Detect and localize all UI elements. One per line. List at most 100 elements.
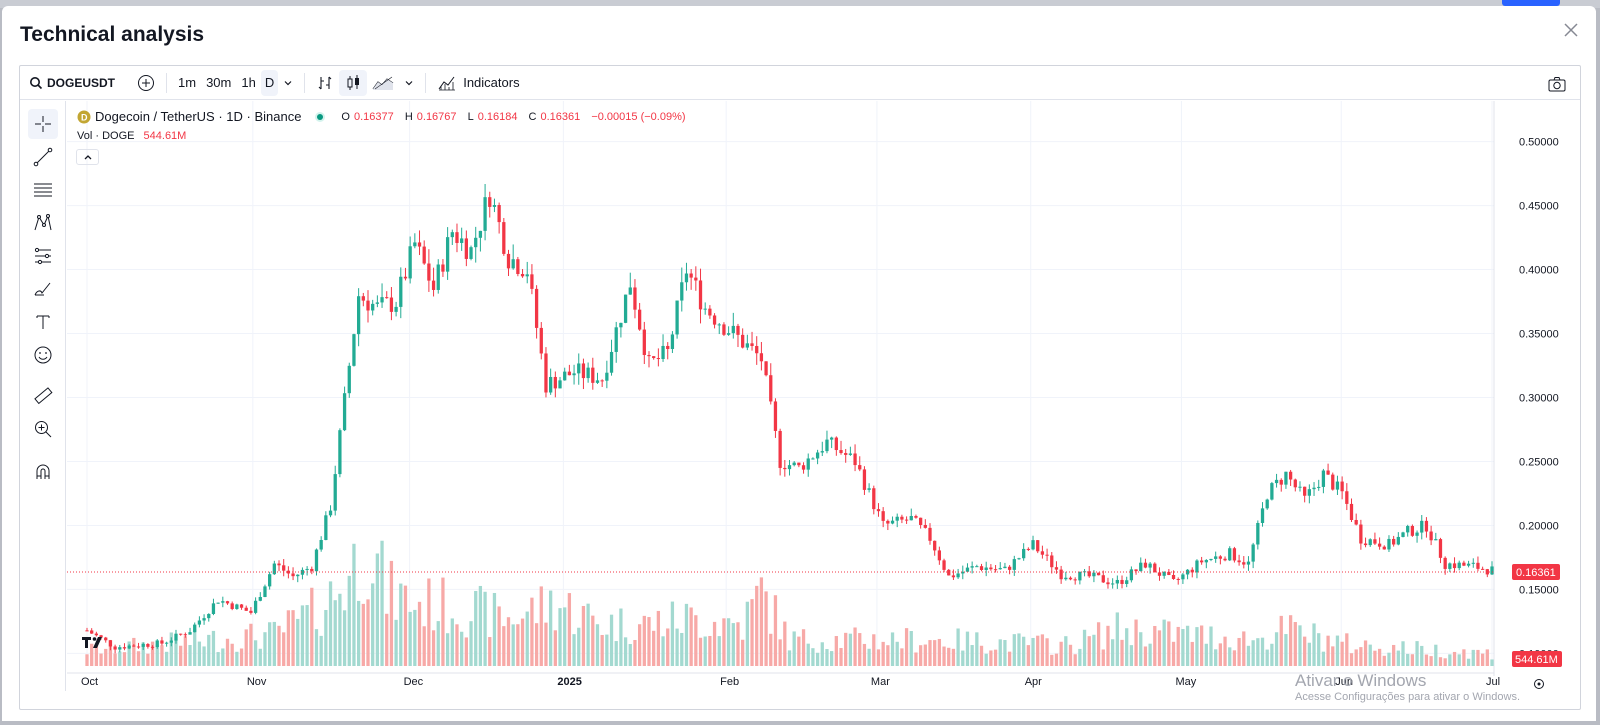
volume-bar bbox=[221, 648, 225, 666]
volume-bar bbox=[577, 627, 581, 666]
volume-bar bbox=[923, 644, 927, 666]
volume-bar bbox=[1452, 651, 1457, 666]
candle-body bbox=[427, 263, 431, 281]
candle-body bbox=[951, 575, 956, 578]
volume-bar bbox=[118, 651, 122, 666]
candle-body bbox=[441, 264, 445, 272]
volume-bar bbox=[1434, 644, 1438, 666]
candle-body bbox=[970, 566, 974, 568]
open-value: 0.16377 bbox=[353, 110, 394, 123]
volume-bar bbox=[965, 631, 970, 666]
candles-chart-type-icon[interactable] bbox=[339, 69, 368, 96]
candle-body bbox=[492, 205, 497, 207]
candle-body bbox=[1167, 571, 1171, 575]
candle-body bbox=[202, 618, 206, 621]
volume-bar bbox=[586, 603, 590, 666]
close-label: C bbox=[528, 110, 537, 123]
area-chart-type-icon[interactable] bbox=[367, 70, 399, 96]
volume-bar bbox=[1214, 649, 1218, 666]
volume-bar bbox=[947, 647, 951, 666]
candle-body bbox=[806, 458, 810, 470]
candle-body bbox=[1382, 546, 1386, 550]
volume-bar bbox=[591, 615, 595, 666]
magnet-icon[interactable] bbox=[28, 457, 58, 487]
interval-1h[interactable]: 1h bbox=[241, 75, 256, 90]
price-chart[interactable]: 0.50000 0.45000 0.40000 0.35000 0.30000 0.250… bbox=[67, 101, 1580, 691]
candle-body bbox=[722, 324, 726, 335]
volume-bar bbox=[839, 647, 843, 666]
candle-body bbox=[319, 540, 323, 550]
indicators-button[interactable]: Indicators bbox=[432, 70, 524, 96]
volume-bar bbox=[600, 634, 604, 666]
candle-body bbox=[947, 569, 951, 576]
interval-dropdown-chevron-icon[interactable] bbox=[278, 70, 298, 96]
volume-bar bbox=[904, 628, 909, 666]
x-axis-tick-label: Mar bbox=[871, 676, 890, 688]
volume-bar bbox=[380, 540, 384, 666]
volume-bar bbox=[563, 607, 567, 666]
volume-bar bbox=[1190, 641, 1194, 666]
candle-body bbox=[258, 596, 262, 601]
candle-body bbox=[356, 296, 361, 335]
volume-bar bbox=[1242, 631, 1246, 666]
candle-body bbox=[844, 453, 848, 455]
volume-bar bbox=[989, 650, 993, 666]
bar-replay-icon[interactable] bbox=[311, 70, 339, 96]
candle-body bbox=[1181, 574, 1185, 580]
volume-bar bbox=[1415, 641, 1419, 666]
volume-bar bbox=[773, 595, 778, 666]
screenshot-camera-icon[interactable] bbox=[1542, 71, 1572, 97]
candle-body bbox=[572, 373, 576, 376]
ruler-icon[interactable] bbox=[28, 381, 58, 411]
volume-bar bbox=[759, 577, 764, 666]
volume-bar bbox=[169, 632, 173, 666]
candle-body bbox=[1050, 555, 1054, 568]
candle-body bbox=[670, 334, 675, 349]
chart-type-dropdown-chevron-icon[interactable] bbox=[399, 70, 419, 96]
projection-icon[interactable] bbox=[28, 241, 58, 271]
candle-body bbox=[577, 363, 581, 374]
volume-bar bbox=[1054, 653, 1059, 666]
volume-bar bbox=[680, 632, 684, 666]
volume-bar bbox=[90, 643, 94, 666]
axis-settings-icon[interactable] bbox=[1534, 679, 1544, 689]
close-icon[interactable] bbox=[1560, 20, 1582, 42]
crosshair-icon[interactable] bbox=[28, 109, 58, 139]
interval-d[interactable]: D bbox=[260, 69, 279, 96]
candle-body bbox=[797, 462, 801, 466]
chart-pane[interactable]: 0.50000 0.45000 0.40000 0.35000 0.30000 0.250… bbox=[67, 101, 1580, 691]
volume-bar bbox=[1490, 659, 1494, 666]
pattern-icon[interactable] bbox=[28, 208, 58, 238]
volume-bar bbox=[474, 590, 478, 666]
zoom-in-icon[interactable] bbox=[28, 414, 58, 444]
candle-body bbox=[680, 282, 684, 301]
tradingview-logo[interactable] bbox=[81, 633, 109, 658]
collapse-legend-button[interactable] bbox=[76, 149, 99, 165]
candle-body bbox=[900, 516, 904, 520]
candle-body bbox=[839, 450, 843, 454]
candle-body bbox=[347, 365, 351, 394]
interval-1m[interactable]: 1m bbox=[178, 75, 197, 90]
candle-body bbox=[375, 302, 380, 304]
volume-bar bbox=[993, 649, 998, 666]
volume-bar bbox=[1260, 637, 1265, 666]
text-tool-icon[interactable] bbox=[28, 307, 58, 337]
candle-body bbox=[164, 642, 169, 644]
volume-bar bbox=[225, 638, 230, 666]
trend-line-icon[interactable] bbox=[28, 142, 58, 172]
horizontal-lines-icon[interactable] bbox=[28, 175, 58, 205]
chevron-up-icon bbox=[84, 155, 91, 160]
candle-body bbox=[1373, 539, 1377, 544]
brush-icon[interactable] bbox=[28, 274, 58, 304]
interval-30m[interactable]: 30m bbox=[206, 75, 232, 90]
volume-bar bbox=[661, 636, 665, 666]
symbol-search[interactable]: DOGEUSDT bbox=[24, 70, 132, 96]
volume-bar bbox=[717, 636, 721, 666]
candle-body bbox=[1162, 571, 1166, 576]
compare-add-icon[interactable] bbox=[132, 70, 160, 96]
emoji-icon[interactable] bbox=[28, 340, 58, 370]
volume-bar bbox=[1420, 645, 1424, 666]
y-axis-tick-label: 0.50000 bbox=[1519, 137, 1559, 149]
volume-bar bbox=[1480, 653, 1485, 666]
candle-body bbox=[1101, 575, 1105, 583]
